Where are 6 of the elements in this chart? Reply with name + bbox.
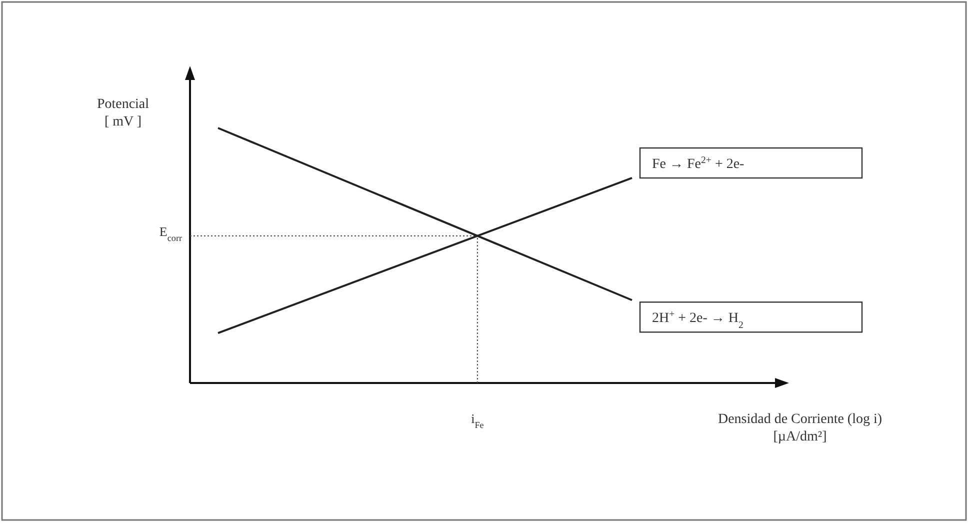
series-label: Fe → Fe$^{2+}$ + 2e- <box>652 154 745 172</box>
y-axis-title: Potencial [ mV ] <box>96 97 150 130</box>
x-axis-title: Densidad de Corriente (log i) [µA/dm²] <box>718 412 882 444</box>
text: i$_{Fe}$ <box>471 411 484 430</box>
series-label: 2H$^{+}$ + 2e- → H$_{2}$ <box>652 308 744 331</box>
text: E$_{corr}$ <box>159 224 182 243</box>
